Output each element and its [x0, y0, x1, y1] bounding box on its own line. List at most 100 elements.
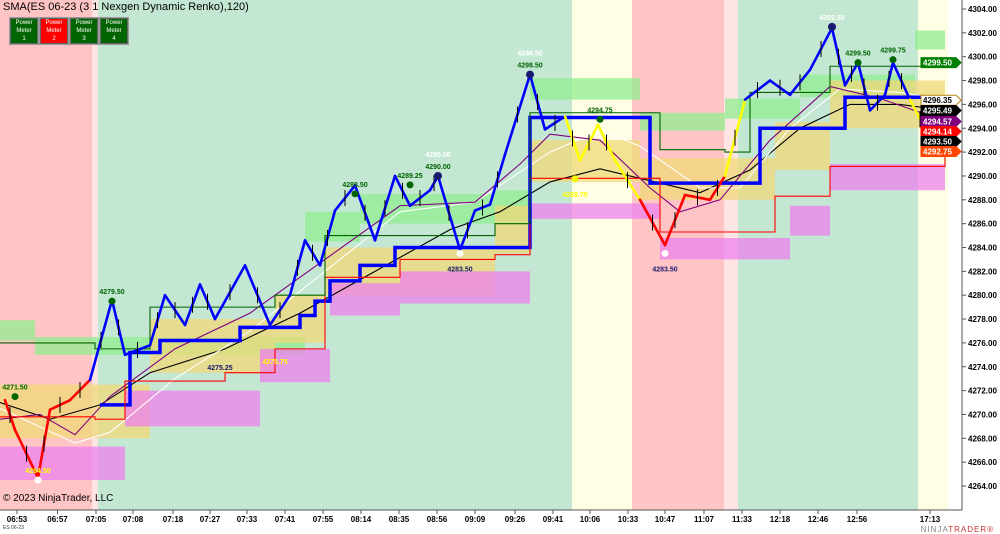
- meter-number: 3: [82, 36, 86, 42]
- upper-green: [0, 63, 946, 350]
- x-tick-label: 10:33: [618, 515, 639, 524]
- x-tick-label: 07:55: [313, 515, 334, 524]
- x-tick-label: 06:53: [7, 515, 28, 524]
- y-tick-label: 4298.00: [968, 77, 997, 86]
- price-marker-label: 4292.75: [923, 147, 952, 156]
- support-blue: [100, 95, 945, 407]
- swing-label-top: 4290.00: [425, 152, 450, 159]
- power-meter-panel: Power Meter 1 Power Meter 2 Power Meter 3 P…: [9, 17, 129, 45]
- y-tick-label: 4276.00: [968, 339, 997, 348]
- power-meter-1[interactable]: Power Meter 1: [10, 18, 38, 44]
- swing-label: 4279.50: [99, 289, 124, 296]
- ninjatrader-logo: NINJATRADER®: [920, 525, 994, 534]
- swing-dot: [406, 181, 414, 189]
- swing-dot: [351, 190, 359, 198]
- x-tick-label: 06:57: [47, 515, 68, 524]
- y-tick-label: 4266.00: [968, 458, 997, 467]
- price-marker: [920, 57, 962, 69]
- swing-label: 4290.00: [425, 164, 450, 171]
- swing-label: 4264.50: [25, 468, 50, 475]
- swing-dot: [571, 175, 579, 183]
- power-meter-2[interactable]: Power Meter 2: [40, 18, 68, 44]
- power-meter-4[interactable]: Power Meter 4: [100, 18, 128, 44]
- swing-dot: [526, 70, 534, 79]
- x-tick-label: 09:09: [465, 515, 486, 524]
- x-tick-label: 08:14: [351, 515, 372, 524]
- x-tick-label: 07:33: [237, 515, 258, 524]
- swing-dot: [828, 22, 836, 31]
- swing-label: 4288.50: [342, 182, 367, 189]
- y-tick-label: 4286.00: [968, 220, 997, 229]
- y-tick-label: 4296.00: [968, 100, 997, 109]
- y-tick-label: 4284.00: [968, 244, 997, 253]
- meter-label: Power Meter: [75, 20, 93, 34]
- swing-label: 4299.75: [880, 48, 905, 55]
- price-marker-label: 4294.57: [923, 117, 952, 126]
- swing-label-top: 4298.50: [517, 51, 542, 58]
- meter-number: 4: [112, 36, 116, 42]
- price-marker: [920, 125, 962, 137]
- sma-black: [0, 103, 946, 420]
- swing-label: 4299.50: [845, 51, 870, 58]
- price-marker-label: 4294.14: [923, 127, 952, 136]
- y-tick-label: 4300.00: [968, 53, 997, 62]
- x-tick-label: 12:46: [808, 515, 829, 524]
- swing-dot: [456, 249, 464, 257]
- y-tick-label: 4290.00: [968, 172, 997, 181]
- y-tick-label: 4268.00: [968, 434, 997, 443]
- x-tick-label: 07:18: [163, 515, 184, 524]
- x-tick-label: 12:18: [770, 515, 791, 524]
- y-tick-label: 4272.00: [968, 387, 997, 396]
- y-tick-label: 4278.00: [968, 315, 997, 324]
- y-tick-label: 4302.00: [968, 29, 997, 38]
- swing-annotations: 4271.50 4264.50 4279.50 4275.25 4275.75 4288.…: [2, 15, 906, 484]
- price-marker: [920, 135, 962, 147]
- swing-label: 4275.75: [262, 359, 287, 366]
- y-tick-label: 4294.00: [968, 124, 997, 133]
- x-tick-label: 10:47: [655, 515, 676, 524]
- swing-label: 4289.75: [562, 192, 587, 199]
- x-tick-label: 11:07: [694, 515, 715, 524]
- price-marker: [920, 94, 962, 106]
- x-tick-label: 17:13: [920, 515, 941, 524]
- y-tick-label: 4282.00: [968, 267, 997, 276]
- price-marker: [920, 115, 962, 127]
- indicator-lines: [0, 63, 946, 444]
- swing-label: 4298.50: [517, 63, 542, 70]
- price-line: [3, 26, 947, 479]
- swing-dot: [434, 171, 442, 180]
- swing-label: 4289.25: [397, 173, 422, 180]
- y-tick-label: 4280.00: [968, 291, 997, 300]
- swing-label: 4302.50: [819, 15, 844, 22]
- swing-label: 4283.50: [447, 266, 472, 273]
- swing-dot: [596, 115, 604, 123]
- x-tick-label: 10:06: [580, 515, 601, 524]
- chart-title: SMA(ES 06-23 (3 1 Nexgen Dynamic Renko),…: [3, 1, 249, 13]
- instrument-label: ES 06-23: [3, 525, 24, 531]
- price-marker-label: 4299.50: [923, 59, 952, 68]
- meter-number: 1: [22, 36, 26, 42]
- power-meter-3[interactable]: Power Meter 3: [70, 18, 98, 44]
- swing-dot: [108, 297, 116, 305]
- x-tick-label: 07:08: [123, 515, 144, 524]
- swing-label: 4283.50: [652, 266, 677, 273]
- y-tick-label: 4288.00: [968, 196, 997, 205]
- meter-label: Power Meter: [15, 20, 33, 34]
- meter-number: 2: [52, 36, 56, 42]
- axes: 4304.00 4302.00 4300.00 4298.00 4296.00 4294.…: [0, 0, 997, 524]
- meter-label: Power Meter: [105, 20, 123, 34]
- zone-neutral: [918, 0, 948, 510]
- zone-neutral: [572, 0, 632, 510]
- swing-dot: [11, 393, 19, 401]
- price-marker-label: 4295.49: [923, 106, 952, 115]
- swing-dot: [854, 59, 862, 67]
- lower-magenta-band: [0, 164, 945, 481]
- sma-white: [0, 88, 946, 444]
- x-tick-label: 07:27: [200, 515, 221, 524]
- y-tick-label: 4274.00: [968, 363, 997, 372]
- swing-dot: [889, 56, 897, 64]
- lower-red: [0, 134, 946, 420]
- y-tick-label: 4304.00: [968, 5, 997, 14]
